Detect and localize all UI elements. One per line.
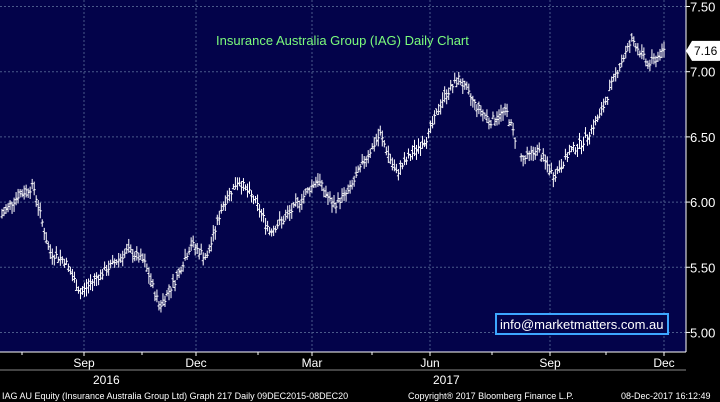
- footer-left: IAG AU Equity (Insurance Australia Group…: [2, 391, 348, 401]
- year-label-2016: 2016: [93, 373, 120, 387]
- x-tick-label: Jun: [420, 356, 439, 370]
- watermark-box: [495, 313, 669, 335]
- y-tick-label: 6.50: [690, 130, 715, 145]
- footer-bar: [0, 388, 720, 402]
- last-price-flag-shape: [686, 40, 720, 61]
- last-price-flag: 7.16: [686, 40, 720, 61]
- y-axis-ticks: 5.00 5.50 6.00 6.50 7.00 7.50: [686, 0, 715, 340]
- last-price-label: 7.16: [694, 44, 718, 58]
- y-tick-label: 5.50: [690, 260, 715, 275]
- watermark-text: info@marketmatters.com.au: [500, 317, 663, 332]
- y-tick-label: 5.00: [690, 325, 715, 340]
- x-tick-label: Dec: [653, 356, 674, 370]
- x-tick-label: Mar: [302, 356, 323, 370]
- y-tick-label: 6.00: [690, 195, 715, 210]
- y-tick-label: 7.00: [690, 65, 715, 80]
- x-tick-label: Sep: [73, 356, 95, 370]
- year-label-2017: 2017: [433, 373, 460, 387]
- footer-timestamp: 08-Dec-2017 16:12:49: [621, 391, 711, 401]
- x-axis-ticks: Sep Dec Mar Jun Sep Dec: [21, 352, 675, 370]
- x-tick-label: Sep: [539, 356, 561, 370]
- plot-background: [0, 0, 686, 352]
- ohlc-bars: [0, 33, 666, 313]
- x-tick-label: Dec: [185, 356, 206, 370]
- chart-title: Insurance Australia Group (IAG) Daily Ch…: [216, 33, 469, 48]
- y-tick-label: 7.50: [690, 0, 715, 15]
- footer-copyright: Copyright® 2017 Bloomberg Finance L.P.: [408, 391, 574, 401]
